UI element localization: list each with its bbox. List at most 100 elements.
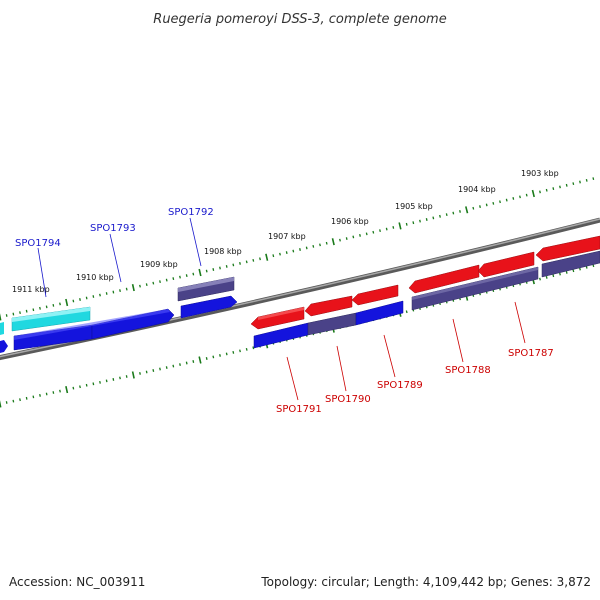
outer-tick <box>325 241 328 245</box>
inner-tick <box>112 377 115 381</box>
inner-tick <box>59 389 61 393</box>
outer-tick <box>425 218 428 221</box>
inner-tick <box>185 361 188 365</box>
reverse-strand-genes <box>250 235 600 349</box>
outer-tick <box>59 302 61 306</box>
outer-tick <box>572 182 575 186</box>
inner-tick <box>572 269 575 273</box>
gene-reverse-slate-a[interactable] <box>307 312 357 336</box>
outer-tick <box>452 211 455 215</box>
outer-tick <box>492 201 495 205</box>
outer-tick <box>579 180 581 184</box>
outer-tick <box>152 281 155 285</box>
gene-label-SPO1794[interactable]: SPO1794 <box>15 238 61 249</box>
inner-tick <box>65 386 69 394</box>
inner-tick <box>212 355 215 359</box>
gene-red-shade <box>258 307 304 320</box>
outer-tick <box>172 277 175 281</box>
outer-tick <box>125 287 128 291</box>
inner-tick <box>0 400 2 408</box>
outer-tick <box>239 261 241 265</box>
gene-reverse-slate-c[interactable] <box>541 250 600 278</box>
outer-tick <box>292 249 295 253</box>
outer-tick <box>339 238 341 242</box>
inner-tick <box>405 310 408 314</box>
leader-SPO1788 <box>452 318 464 363</box>
kbp-label-1905: 1905 kbp <box>395 202 433 211</box>
outer-tick <box>519 195 521 199</box>
outer-tick <box>105 292 108 295</box>
outer-tick <box>331 238 335 246</box>
outer-tick <box>131 284 135 292</box>
kbp-label-1911: 1911 kbp <box>12 285 50 294</box>
inner-tick <box>52 391 55 394</box>
outer-tick <box>72 299 75 303</box>
inner-tick <box>131 371 135 379</box>
inner-tick <box>39 393 41 397</box>
outer-tick <box>439 214 441 218</box>
gene-label-SPO1792[interactable]: SPO1792 <box>168 207 214 218</box>
leader-SPO1792 <box>189 217 202 267</box>
outer-tick <box>398 222 402 230</box>
gene-label-SPO1791[interactable]: SPO1791 <box>276 404 322 415</box>
map-title: Ruegeria pomeroyi DSS-3, complete genome <box>153 12 446 27</box>
inner-tick <box>198 356 202 364</box>
inner-tick <box>25 396 28 400</box>
genome-summary-text: Topology: circular; Length: 4,109,442 bp… <box>260 575 591 589</box>
outer-tick <box>465 206 469 214</box>
forward-strand-genes <box>0 276 238 353</box>
outer-tick <box>232 263 235 267</box>
outer-tick <box>372 230 375 234</box>
inner-tick <box>32 395 35 399</box>
gene-label-SPO1788[interactable]: SPO1788 <box>445 365 491 376</box>
gene-label-SPO1787[interactable]: SPO1787 <box>508 348 554 359</box>
gene-left-edge[interactable] <box>0 340 8 353</box>
leader-SPO1791 <box>286 356 299 401</box>
outer-tick <box>65 298 69 307</box>
outer-tick <box>5 314 8 317</box>
inner-tick <box>172 364 175 368</box>
gene-SPO1793-shade <box>14 309 170 340</box>
outer-tick <box>379 229 381 233</box>
inner-tick <box>12 399 15 403</box>
inner-tick <box>125 375 128 378</box>
outer-tick <box>312 244 315 248</box>
inner-tick <box>139 372 141 375</box>
inner-tick <box>219 354 221 357</box>
inner-tick <box>105 379 108 383</box>
outer-tick <box>499 200 501 204</box>
gene-SPO1790[interactable] <box>304 295 353 317</box>
kbp-label-1903: 1903 kbp <box>521 169 559 178</box>
gene-SPO1787[interactable] <box>477 251 535 278</box>
gene-forward-blue[interactable] <box>180 295 238 319</box>
inner-tick <box>205 357 208 360</box>
gene-label-SPO1790[interactable]: SPO1790 <box>325 394 371 405</box>
outer-tick <box>305 246 308 250</box>
outer-tick <box>145 283 148 287</box>
inner-tick <box>45 392 48 396</box>
inner-tick <box>225 352 228 356</box>
accession-text: Accession: NC_003911 <box>9 575 145 589</box>
inner-tick <box>145 370 148 374</box>
gene-SPO1794-shade <box>12 307 90 322</box>
inner-tick <box>539 277 541 281</box>
gene-SPO1789[interactable] <box>351 284 399 306</box>
outer-tick <box>165 278 168 282</box>
inner-tick <box>245 347 248 351</box>
outer-tick <box>185 274 188 278</box>
kbp-label-1904: 1904 kbp <box>458 185 496 194</box>
gene-label-SPO1793[interactable]: SPO1793 <box>90 223 136 234</box>
gene-right-red[interactable] <box>535 235 600 262</box>
gene-reverse-blue-b[interactable] <box>355 300 404 326</box>
inner-tick <box>79 385 81 389</box>
inner-tick <box>179 363 181 366</box>
outer-tick <box>359 233 361 237</box>
outer-tick <box>225 265 228 268</box>
gene-label-SPO1789[interactable]: SPO1789 <box>377 380 423 391</box>
outer-tick <box>252 258 255 262</box>
leader-SPO1790 <box>336 345 347 392</box>
leader-SPO1787 <box>514 301 526 344</box>
gene-left-partial[interactable] <box>0 322 4 335</box>
gene-SPO1788[interactable] <box>408 264 480 294</box>
outer-tick <box>19 311 21 315</box>
